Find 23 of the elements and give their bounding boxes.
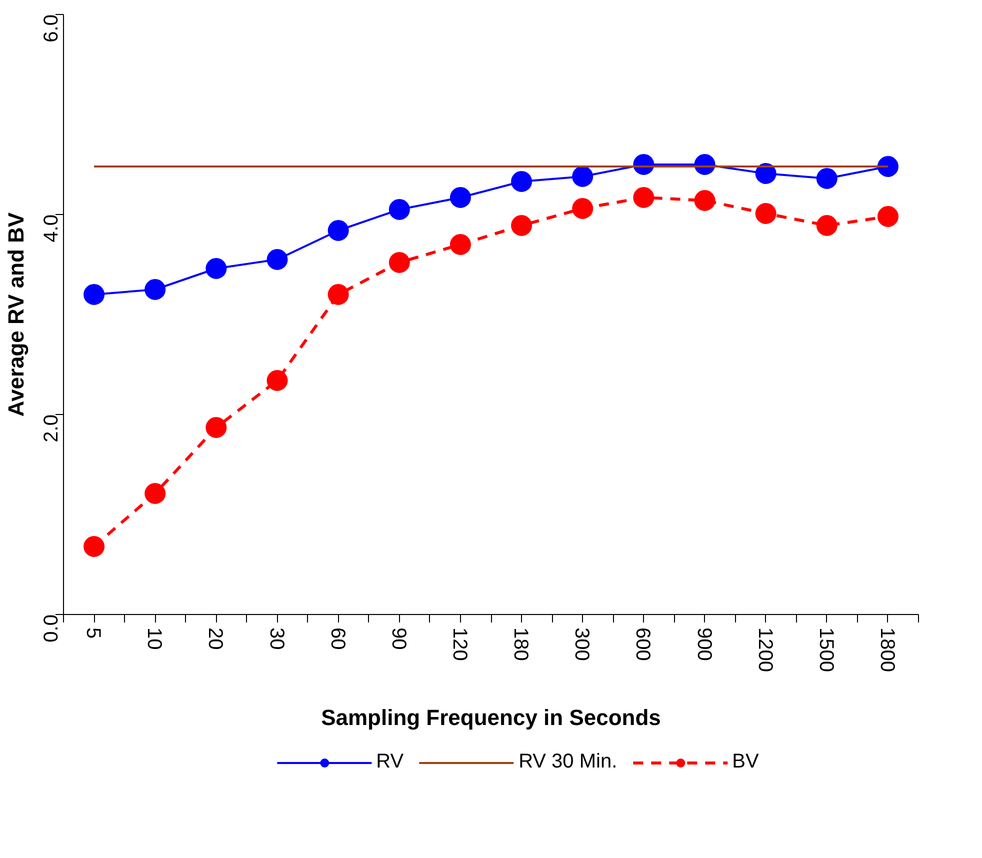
x-tick-label: 900	[692, 628, 715, 661]
y-tick-label: 6.0	[40, 14, 62, 42]
y-tick-label: 0.0	[40, 614, 62, 642]
x-tick-label: 60	[326, 628, 348, 650]
x-axis-title: Sampling Frequency in Seconds	[321, 704, 661, 730]
x-tick-label: 300	[570, 628, 593, 661]
x-tick-label: 1800	[876, 628, 898, 672]
legend-label: RV 30 Min.	[518, 750, 618, 774]
x-tick-label: 5	[82, 628, 104, 639]
x-tick-label: 1500	[814, 628, 837, 672]
x-tick-label: 600	[632, 628, 654, 661]
x-tick-label: 10	[143, 628, 166, 650]
y-tick-label: 4.0	[40, 214, 62, 242]
legend-label: BV	[732, 750, 759, 774]
x-tick-label: 180	[510, 628, 532, 661]
x-tick-label: 20	[204, 628, 226, 650]
x-tick-label: 1200	[754, 628, 776, 672]
y-tick-label: 2.0	[40, 414, 62, 442]
x-tick-label: 120	[448, 628, 470, 661]
legend-label: RV	[376, 750, 404, 774]
x-tick-label: 30	[265, 628, 288, 650]
y-axis-title: Average RV and BV	[4, 212, 28, 417]
x-tick-label: 90	[387, 628, 410, 650]
